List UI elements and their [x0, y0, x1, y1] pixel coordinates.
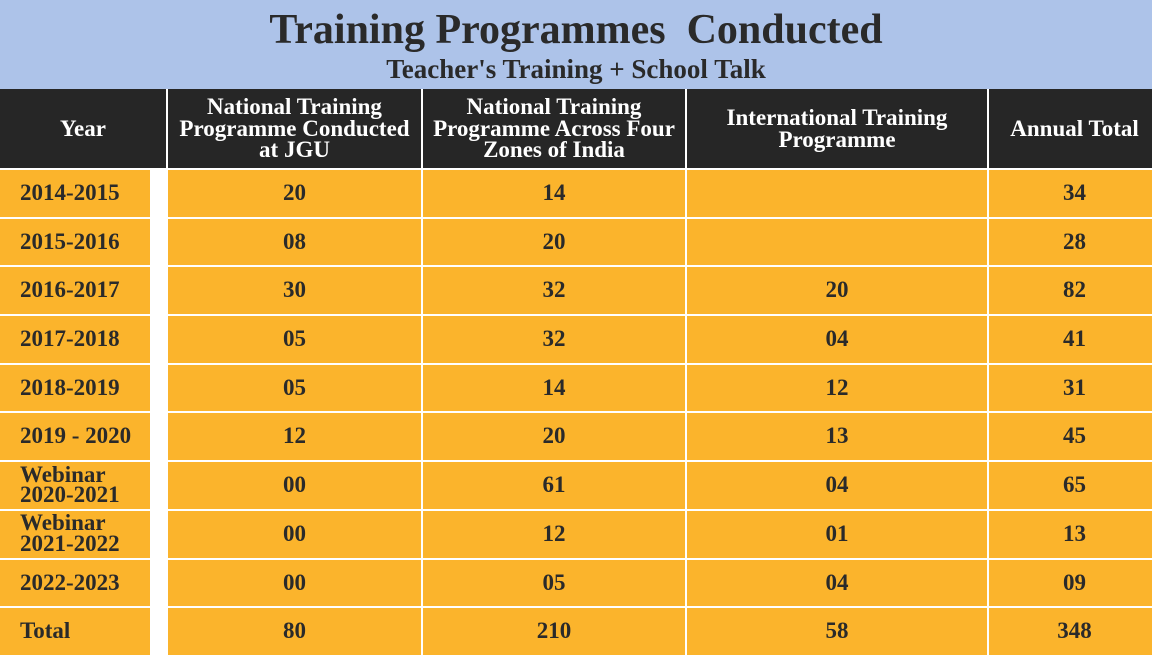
cell: 31 [989, 364, 1152, 412]
cell: 09 [989, 559, 1152, 607]
cell: 12 [168, 413, 421, 461]
cell: 20 [423, 413, 685, 461]
cell: 04 [687, 559, 987, 607]
cell: 32 [423, 316, 685, 363]
row-label: 2019 - 2020 [0, 413, 150, 461]
cell: 348 [989, 608, 1152, 655]
cell: 00 [168, 559, 421, 607]
cell: 45 [989, 413, 1152, 461]
cell: 00 [168, 510, 421, 558]
row-label: 2016-2017 [0, 267, 150, 315]
cell: 210 [423, 608, 685, 655]
cell: 01 [687, 510, 987, 558]
cell: 20 [423, 218, 685, 266]
cell: 04 [687, 316, 987, 363]
cell: 05 [423, 559, 685, 607]
table: Year National Training Programme Conducte… [0, 89, 1152, 655]
column-header: International Training Programme [687, 89, 987, 168]
header: Training Programmes Conducted Teacher's … [0, 0, 1152, 89]
cell: 30 [168, 267, 421, 315]
row-label: 2018-2019 [0, 364, 150, 412]
column-header: National Training Programme Conducted at… [168, 89, 421, 168]
cell: 13 [687, 413, 987, 461]
cell: 61 [423, 462, 685, 509]
column-header: National Training Programme Across Four … [423, 89, 685, 168]
cell: 05 [168, 316, 421, 363]
row-label: Total [0, 608, 150, 655]
cell: 20 [687, 267, 987, 315]
cell: 05 [168, 364, 421, 412]
cell: 41 [989, 316, 1152, 363]
row-label: Webinar 2021-2022 [0, 510, 150, 558]
cell: 34 [989, 170, 1152, 217]
cell: 80 [168, 608, 421, 655]
cell: 65 [989, 462, 1152, 509]
column-header: Year [0, 89, 166, 168]
cell [687, 170, 987, 217]
cell: 82 [989, 267, 1152, 315]
cell: 12 [687, 364, 987, 412]
row-label: 2022-2023 [0, 559, 150, 607]
cell: 14 [423, 364, 685, 412]
cell: 32 [423, 267, 685, 315]
cell: 00 [168, 462, 421, 509]
subtitle: Teacher's Training + School Talk [386, 54, 766, 84]
cell: 08 [168, 218, 421, 266]
row-label: 2017-2018 [0, 316, 150, 363]
cell: 13 [989, 510, 1152, 558]
cell: 12 [423, 510, 685, 558]
column-header: Annual Total [989, 89, 1152, 168]
cell: 58 [687, 608, 987, 655]
cell: 20 [168, 170, 421, 217]
cell: 28 [989, 218, 1152, 266]
title: Training Programmes Conducted [269, 7, 883, 53]
cell: 04 [687, 462, 987, 509]
row-label: Webinar 2020-2021 [0, 462, 150, 509]
row-label: 2014-2015 [0, 170, 150, 217]
row-label: 2015-2016 [0, 218, 150, 266]
cell [687, 218, 987, 266]
cell: 14 [423, 170, 685, 217]
